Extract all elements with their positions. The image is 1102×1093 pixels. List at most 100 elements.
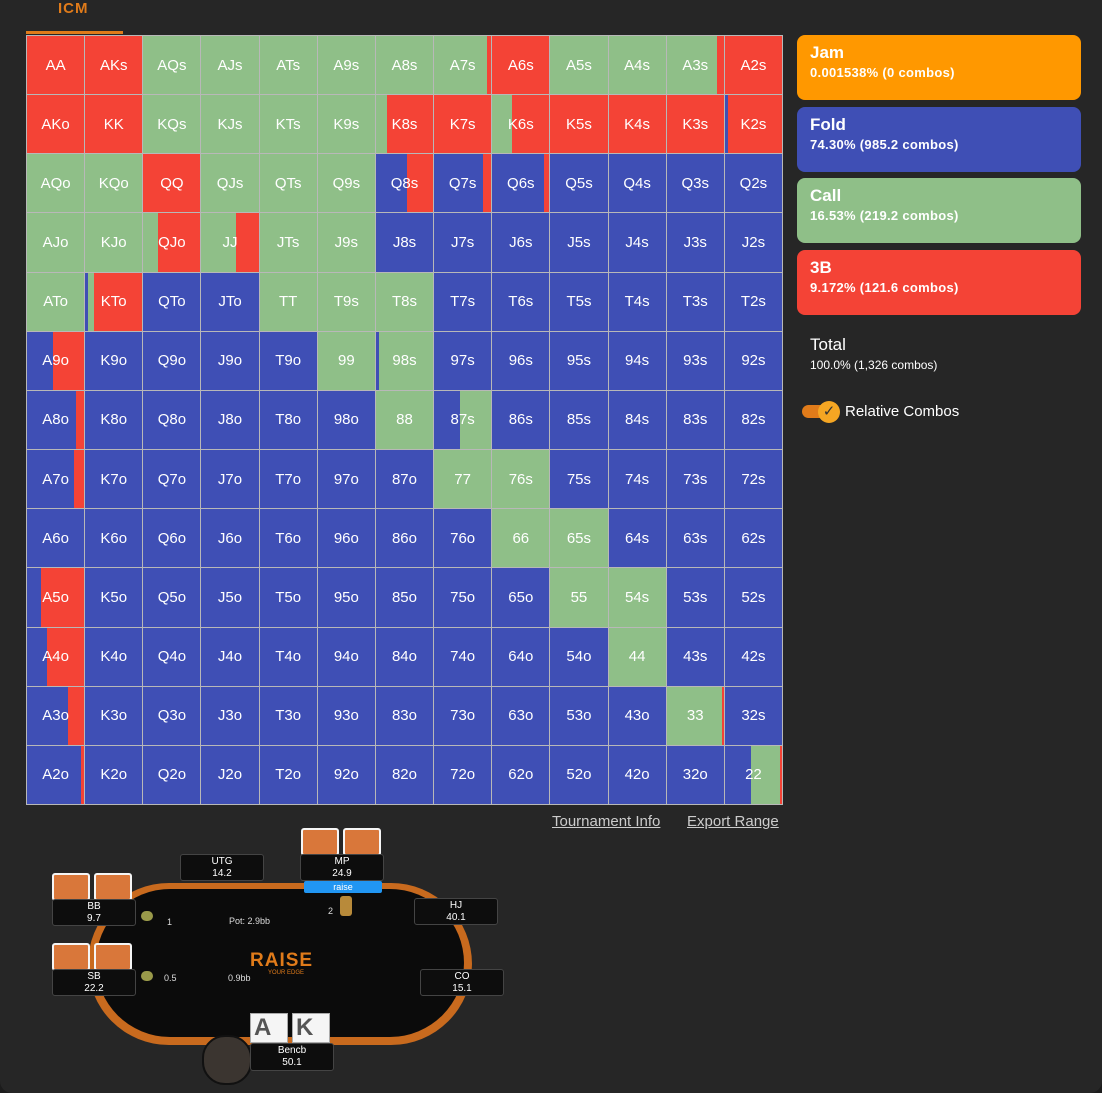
hand-cell[interactable]: 63o: [491, 685, 551, 746]
hand-cell[interactable]: 74o: [433, 626, 493, 687]
hand-cell[interactable]: 92o: [316, 744, 376, 805]
hand-cell[interactable]: J9s: [316, 212, 376, 273]
hand-cell[interactable]: A9s: [316, 35, 376, 96]
hand-cell[interactable]: 66: [491, 508, 551, 569]
hand-cell[interactable]: 72s: [723, 449, 783, 510]
hand-cell[interactable]: 65s: [549, 508, 609, 569]
hand-cell[interactable]: 83s: [665, 389, 725, 451]
hand-cell[interactable]: KK: [84, 94, 144, 155]
hand-cell[interactable]: 44: [607, 626, 667, 687]
hand-cell[interactable]: A2s: [723, 35, 783, 96]
hand-cell[interactable]: AQo: [26, 153, 86, 214]
hand-cell[interactable]: 98s: [374, 330, 435, 391]
hand-cell[interactable]: 77: [433, 449, 493, 510]
hand-cell[interactable]: 63s: [665, 508, 725, 569]
hand-cell[interactable]: T6s: [491, 271, 551, 332]
hand-cell[interactable]: 52s: [723, 567, 783, 628]
hand-cell[interactable]: A5s: [549, 35, 609, 96]
tab[interactable]: ICM: [58, 0, 89, 17]
hand-cell[interactable]: A8o: [26, 389, 86, 451]
action-box[interactable]: Jam 0.001538% (0 combos): [797, 35, 1081, 100]
hand-cell[interactable]: J9o: [200, 330, 260, 391]
hand-cell[interactable]: 22: [723, 744, 783, 805]
hand-cell[interactable]: 32o: [665, 744, 725, 805]
hand-cell[interactable]: T2o: [258, 744, 318, 805]
hand-cell[interactable]: T5o: [258, 567, 318, 628]
hand-cell[interactable]: 84o: [374, 626, 435, 687]
hand-cell[interactable]: J3o: [200, 685, 260, 746]
hand-cell[interactable]: Q2o: [142, 744, 202, 805]
hand-cell[interactable]: T2s: [723, 271, 783, 332]
hand-cell[interactable]: T3s: [665, 271, 725, 332]
hand-cell[interactable]: 87o: [374, 449, 435, 510]
hand-cell[interactable]: T8s: [374, 271, 435, 332]
hand-cell[interactable]: 94o: [316, 626, 376, 687]
hand-cell[interactable]: A6o: [26, 508, 86, 569]
hand-cell[interactable]: J3s: [665, 212, 725, 273]
hand-cell[interactable]: KQs: [142, 94, 202, 155]
hand-cell[interactable]: A9o: [26, 330, 86, 391]
hand-cell[interactable]: A4o: [26, 626, 86, 687]
hand-cell[interactable]: 32s: [723, 685, 783, 746]
hand-cell[interactable]: 94s: [607, 330, 667, 391]
hand-cell[interactable]: Q8o: [142, 389, 202, 451]
hand-cell[interactable]: K9o: [84, 330, 144, 391]
hand-cell[interactable]: QTo: [142, 271, 202, 332]
hand-cell[interactable]: 97o: [316, 449, 376, 510]
hand-cell[interactable]: T7o: [258, 449, 318, 510]
hand-cell[interactable]: T4o: [258, 626, 318, 687]
hand-cell[interactable]: T6o: [258, 508, 318, 569]
hand-cell[interactable]: 54o: [549, 626, 609, 687]
hand-cell[interactable]: K3s: [665, 94, 725, 155]
hand-cell[interactable]: 92s: [723, 330, 783, 391]
hand-cell[interactable]: ATo: [26, 271, 86, 332]
hand-cell[interactable]: AQs: [142, 35, 202, 96]
hand-cell[interactable]: TT: [258, 271, 318, 332]
hand-cell[interactable]: A3s: [665, 35, 725, 96]
hand-cell[interactable]: JTo: [200, 271, 260, 332]
hand-cell[interactable]: J4s: [607, 212, 667, 273]
hand-cell[interactable]: Q5s: [549, 153, 609, 214]
hand-cell[interactable]: 95s: [549, 330, 609, 391]
hand-cell[interactable]: K4o: [84, 626, 144, 687]
hand-cell[interactable]: Q6o: [142, 508, 202, 569]
hand-cell[interactable]: 82o: [374, 744, 435, 805]
action-box[interactable]: Fold 74.30% (985.2 combos): [797, 107, 1081, 172]
hand-cell[interactable]: QJs: [200, 153, 260, 214]
hand-cell[interactable]: 82s: [723, 389, 783, 451]
hand-cell[interactable]: 52o: [549, 744, 609, 805]
hand-cell[interactable]: J5s: [549, 212, 609, 273]
hand-cell[interactable]: 99: [316, 330, 376, 391]
toggle-knob[interactable]: ✓: [818, 401, 840, 423]
hand-cell[interactable]: JTs: [258, 212, 318, 273]
link[interactable]: Export Range: [687, 813, 779, 830]
hand-cell[interactable]: K6o: [84, 508, 144, 569]
hand-cell[interactable]: K4s: [607, 94, 667, 155]
hand-cell[interactable]: 87s: [433, 389, 493, 451]
hand-cell[interactable]: 86o: [374, 508, 435, 569]
hand-cell[interactable]: T9o: [258, 330, 318, 391]
hand-cell[interactable]: K5o: [84, 567, 144, 628]
hand-cell[interactable]: 55: [549, 567, 609, 628]
hand-cell[interactable]: KTs: [258, 94, 318, 155]
hand-cell[interactable]: QTs: [258, 153, 318, 214]
hand-cell[interactable]: T3o: [258, 685, 318, 746]
hand-cell[interactable]: Q7s: [433, 153, 493, 214]
hand-cell[interactable]: Q9o: [142, 330, 202, 391]
hand-cell[interactable]: 75s: [549, 449, 609, 510]
hand-cell[interactable]: T9s: [316, 271, 376, 332]
hand-cell[interactable]: AKs: [84, 35, 144, 96]
hand-cell[interactable]: A4s: [607, 35, 667, 96]
hand-cell[interactable]: 85o: [374, 567, 435, 628]
hand-cell[interactable]: J8o: [200, 389, 260, 451]
action-box[interactable]: 3B 9.172% (121.6 combos): [797, 250, 1081, 315]
hand-cell[interactable]: 62s: [723, 508, 783, 569]
hand-cell[interactable]: K6s: [491, 94, 551, 155]
hand-cell[interactable]: J5o: [200, 567, 260, 628]
hand-cell[interactable]: K3o: [84, 685, 144, 746]
hand-cell[interactable]: 86s: [491, 389, 551, 451]
hand-cell[interactable]: KTo: [84, 271, 144, 332]
hand-cell[interactable]: A3o: [26, 685, 86, 746]
hand-cell[interactable]: ATs: [258, 35, 318, 96]
hand-cell[interactable]: KJo: [84, 212, 144, 273]
